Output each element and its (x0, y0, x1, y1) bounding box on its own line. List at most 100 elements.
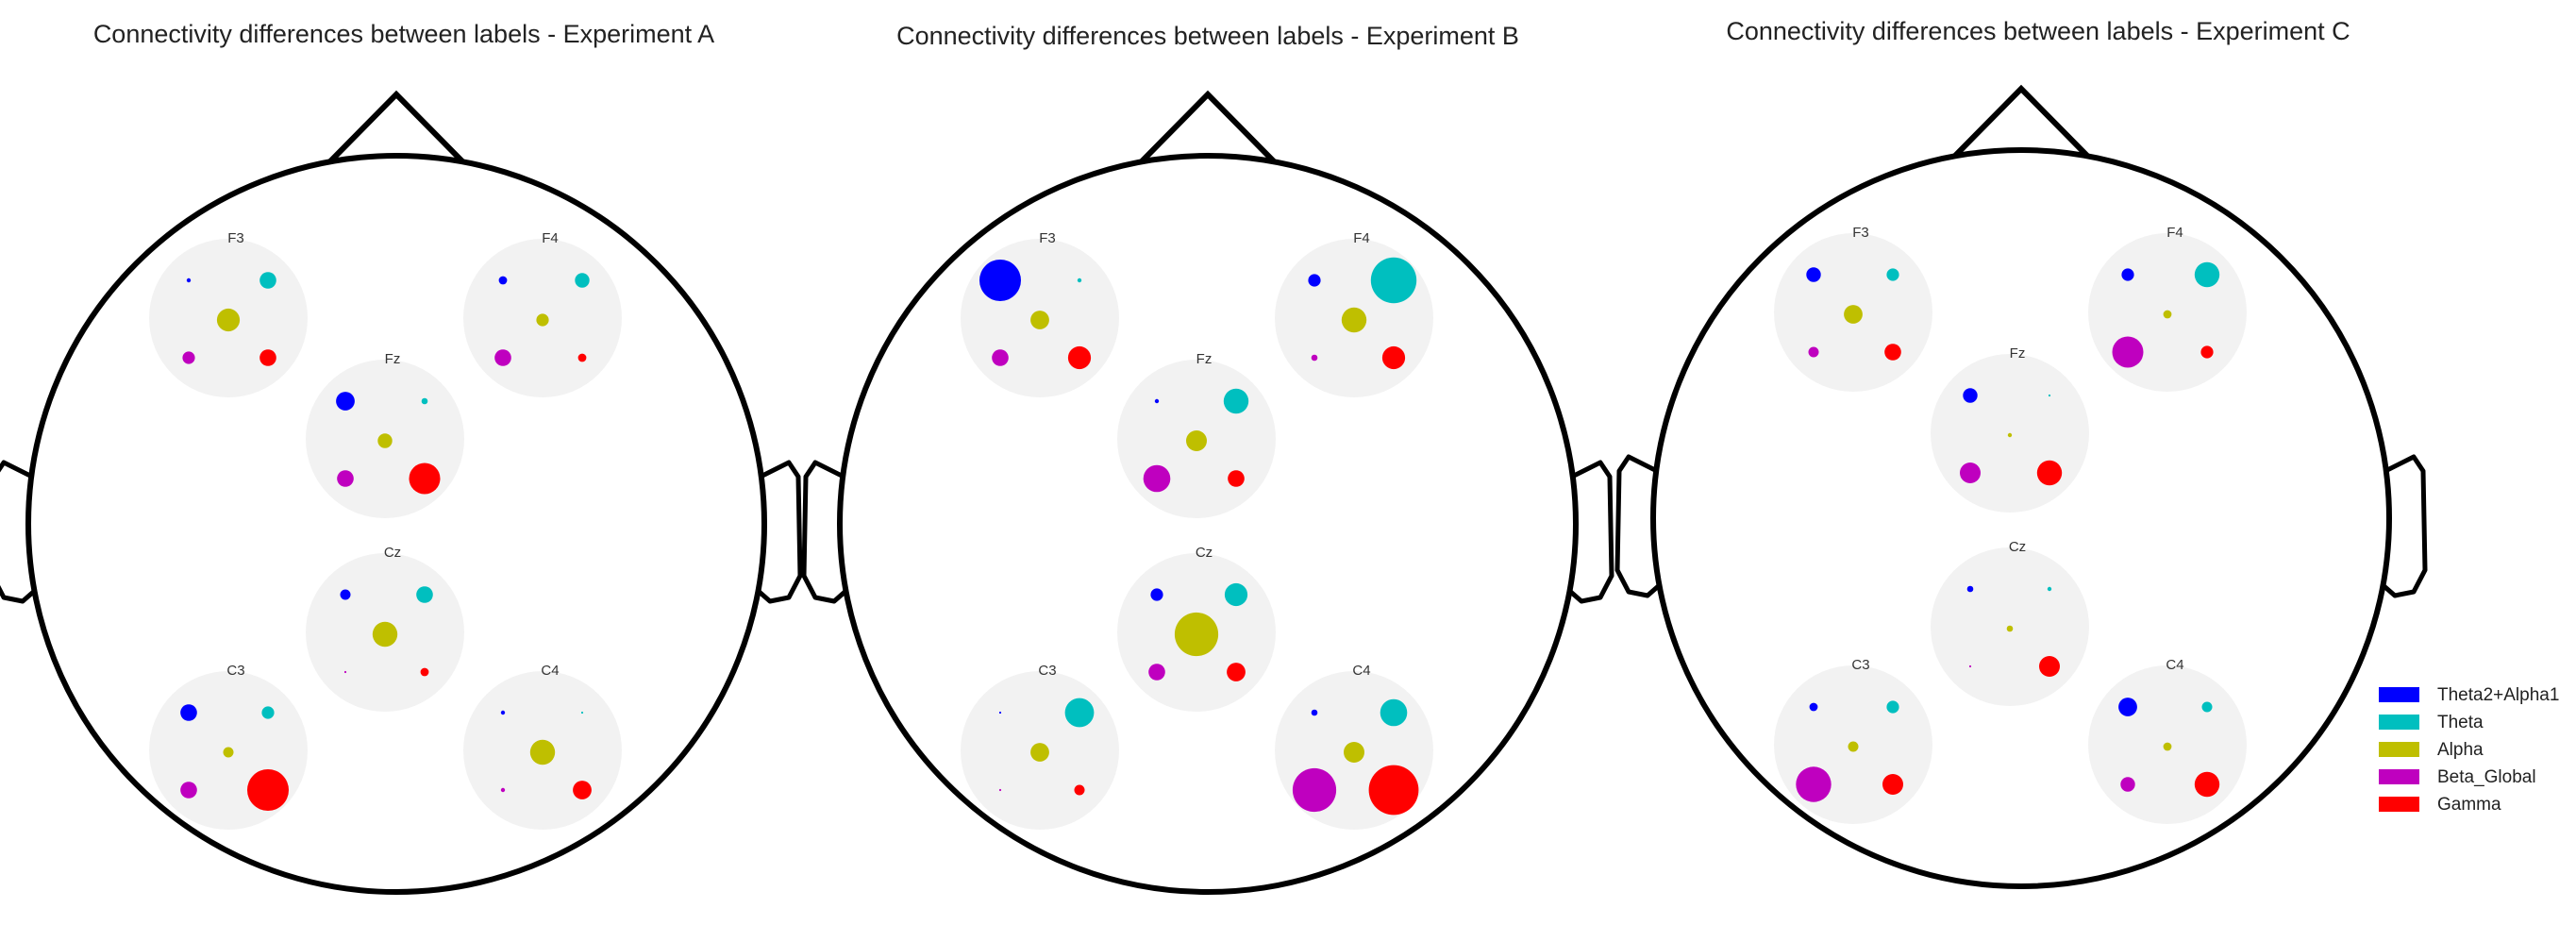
electrode-group: Cz (306, 545, 464, 712)
legend-label: Gamma (2437, 795, 2501, 815)
band-bubble (1186, 430, 1207, 451)
band-bubble (409, 462, 441, 495)
right-ear-outline (2378, 454, 2428, 598)
band-bubble (1963, 388, 1978, 403)
band-bubble (580, 711, 584, 715)
band-bubble (536, 313, 549, 327)
band-bubble (1380, 698, 1408, 727)
band-bubble (2163, 310, 2172, 319)
band-bubble (1311, 354, 1318, 362)
electrode-group: C3 (149, 663, 308, 830)
band-bubble (180, 704, 197, 721)
band-bubble (1143, 464, 1171, 493)
band-bubble (1074, 784, 1085, 796)
band-bubble (1809, 702, 1818, 712)
electrode-group: F3 (1774, 225, 1932, 392)
electrode-label: F4 (1353, 230, 1370, 246)
band-bubble (998, 788, 1002, 792)
band-bubble (2047, 586, 2052, 592)
band-bubble (1030, 743, 1049, 762)
band-bubble (1886, 700, 1899, 714)
legend-swatch (2379, 742, 2419, 757)
band-bubble (1848, 741, 1859, 752)
nose-outline (327, 90, 465, 164)
electrode-group: C4 (463, 663, 622, 830)
band-bubble (498, 276, 508, 285)
band-bubble (2036, 460, 2063, 486)
band-bubble (2118, 698, 2137, 716)
electrode-label: F3 (1039, 230, 1056, 246)
electrode-group: C4 (1275, 663, 1433, 830)
band-bubble (340, 589, 351, 600)
electrode-label: Fz (385, 351, 401, 367)
electrode-label: F4 (542, 230, 559, 246)
band-bubble (2194, 771, 2220, 798)
band-bubble (2039, 656, 2060, 677)
band-bubble (1308, 274, 1321, 287)
legend-swatch (2379, 769, 2419, 784)
legend-swatch (2379, 715, 2419, 730)
band-bubble (2112, 336, 2144, 368)
band-bubble (2201, 701, 2213, 713)
electrode-label: C3 (226, 663, 244, 679)
band-bubble (2200, 345, 2214, 359)
electrode-group: Fz (306, 351, 464, 518)
electrode-label: C3 (1851, 657, 1869, 673)
band-bubble (1886, 268, 1899, 281)
electrode-label: C4 (2166, 657, 2183, 673)
band-bubble (343, 670, 347, 674)
head-outline (25, 153, 767, 895)
band-bubble (180, 782, 197, 799)
band-bubble (979, 260, 1021, 301)
band-bubble (1796, 766, 1832, 802)
band-bubble (2048, 394, 2051, 397)
band-bubble (1844, 305, 1863, 324)
electrode-label: Cz (2009, 539, 2026, 555)
panel-title: Connectivity differences between labels … (93, 20, 714, 48)
band-bubble (2163, 742, 2172, 751)
band-bubble (1808, 346, 1819, 358)
nose-outline (1139, 90, 1277, 164)
legend-swatch (2379, 687, 2419, 702)
band-bubble (182, 351, 195, 364)
band-bubble (1344, 742, 1364, 763)
electrode-group: Cz (1931, 539, 2089, 706)
band-bubble (377, 433, 393, 448)
band-bubble (1227, 663, 1246, 681)
band-bubble (1806, 267, 1821, 282)
band-bubble (1174, 612, 1219, 657)
right-ear-outline (753, 460, 803, 604)
electrode-group: Fz (1931, 345, 2089, 513)
legend-label: Theta2+Alpha1 (2437, 685, 2559, 705)
electrode-group: Cz (1117, 545, 1276, 712)
electrode-group: C3 (1774, 657, 1932, 824)
band-bubble (573, 781, 592, 799)
band-bubble (1341, 307, 1367, 333)
band-bubble (998, 711, 1002, 715)
electrode-group: F3 (961, 230, 1119, 397)
electrode-label: Fz (1196, 351, 1213, 367)
electrode-group: F3 (149, 230, 308, 397)
band-bubble (577, 353, 587, 362)
band-bubble (494, 349, 511, 366)
electrode-group: C3 (961, 663, 1119, 830)
band-bubble (1224, 582, 1248, 607)
electrode-label: Cz (1196, 545, 1213, 561)
electrode-label: F3 (1852, 225, 1869, 241)
electrode-label: C4 (1352, 663, 1370, 679)
panel-title: Connectivity differences between labels … (1726, 17, 2350, 45)
nose-outline (1952, 84, 2090, 159)
band-bubble (1370, 257, 1417, 304)
head-outline (837, 153, 1579, 895)
band-bubble (1960, 462, 1981, 483)
right-ear-outline (1564, 460, 1614, 604)
band-bubble (992, 349, 1009, 366)
band-bubble (1030, 311, 1049, 329)
band-bubble (2006, 625, 2014, 632)
head-panel: Connectivity differences between labels … (0, 20, 803, 895)
band-bubble (1154, 398, 1160, 404)
electrode-label: F3 (227, 230, 244, 246)
band-bubble (1064, 698, 1095, 728)
band-bubble (421, 397, 428, 405)
